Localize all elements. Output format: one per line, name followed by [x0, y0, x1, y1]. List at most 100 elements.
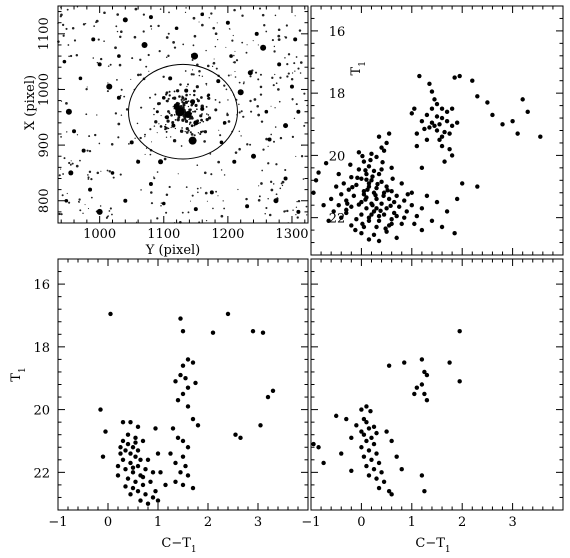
data-point	[384, 206, 389, 211]
data-point	[344, 207, 349, 213]
bright-star	[200, 106, 205, 111]
field-star	[149, 128, 152, 131]
field-star	[136, 122, 139, 125]
data-point	[409, 190, 414, 195]
data-point	[422, 369, 427, 375]
x-tick-label: 0	[357, 515, 365, 530]
field-star	[240, 110, 243, 113]
data-point	[380, 160, 385, 165]
bright-star	[161, 96, 166, 100]
data-point	[386, 131, 392, 136]
y-tick-label: 1100	[37, 17, 52, 50]
field-star	[136, 73, 140, 77]
field-star	[196, 187, 199, 190]
data-point	[374, 196, 379, 202]
data-point	[434, 101, 440, 107]
field-star	[260, 120, 264, 123]
bright-star	[245, 204, 250, 209]
data-point	[444, 118, 450, 124]
field-star	[66, 131, 68, 133]
field-star	[258, 195, 261, 198]
field-star	[165, 211, 168, 214]
data-point	[371, 467, 377, 472]
field-star	[84, 204, 86, 206]
cluster-star	[179, 129, 184, 133]
data-point	[404, 209, 409, 214]
data-point	[359, 445, 364, 450]
field-star	[212, 61, 216, 65]
data-point	[444, 109, 450, 115]
data-point	[432, 123, 437, 129]
bright-star	[184, 111, 192, 118]
data-point	[163, 482, 168, 488]
field-star	[167, 54, 170, 57]
cluster-star	[171, 122, 174, 125]
cluster-star	[185, 93, 188, 97]
data-point	[193, 380, 198, 386]
data-point	[454, 196, 460, 202]
data-point	[376, 238, 382, 244]
data-point	[384, 429, 389, 434]
field-star	[205, 49, 207, 52]
data-point	[125, 476, 131, 481]
cluster-star	[154, 120, 158, 124]
data-point	[383, 226, 388, 231]
cluster-star	[189, 121, 192, 124]
y-axis-label: X (pixel)	[23, 75, 38, 130]
field-star	[227, 74, 230, 77]
bright-star	[283, 123, 289, 129]
field-star	[203, 140, 206, 143]
field-star	[281, 184, 284, 187]
field-star	[139, 73, 142, 76]
data-point	[414, 385, 420, 390]
data-point	[158, 470, 163, 475]
data-point	[442, 129, 447, 135]
data-point	[419, 206, 425, 211]
field-star	[156, 217, 159, 220]
data-point	[379, 167, 384, 172]
data-point	[359, 429, 364, 434]
data-point	[190, 416, 196, 422]
field-star	[125, 108, 129, 111]
x-tick-label: −1	[301, 515, 320, 530]
x-tick-label: 3	[254, 515, 262, 530]
field-star	[269, 180, 273, 183]
field-star	[185, 7, 187, 9]
data-point	[173, 460, 178, 466]
field-star	[212, 207, 214, 210]
field-star	[297, 199, 301, 203]
field-star	[119, 94, 122, 97]
field-star	[62, 34, 65, 37]
data-point	[170, 426, 176, 431]
data-point	[180, 438, 186, 444]
field-star	[220, 214, 224, 218]
field-star	[196, 164, 199, 167]
field-star	[99, 57, 103, 61]
cluster-star	[195, 85, 199, 89]
data-point	[432, 97, 437, 102]
data-point	[366, 181, 372, 186]
data-point	[439, 106, 445, 111]
data-point	[180, 363, 186, 368]
data-point	[260, 330, 266, 335]
field-star	[150, 191, 153, 194]
data-point	[190, 360, 196, 365]
data-point	[381, 148, 387, 153]
data-point	[180, 328, 186, 334]
field-star	[190, 133, 194, 136]
data-point	[365, 187, 370, 192]
field-star	[265, 137, 268, 141]
field-star	[103, 40, 105, 42]
data-point	[414, 143, 420, 149]
field-star	[193, 34, 197, 38]
field-star	[293, 117, 296, 120]
data-point	[133, 479, 138, 484]
field-star	[187, 100, 190, 103]
field-star	[271, 39, 274, 42]
cluster-star	[168, 112, 171, 115]
field-star	[184, 70, 187, 72]
y-tick-label: 18	[33, 341, 50, 356]
data-point	[185, 385, 191, 390]
data-point	[140, 474, 146, 480]
